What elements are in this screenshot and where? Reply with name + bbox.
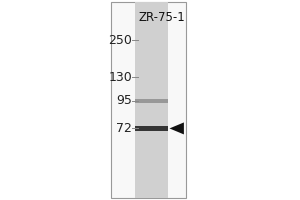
Text: 250: 250 xyxy=(108,34,132,47)
Text: ZR-75-1: ZR-75-1 xyxy=(139,11,185,24)
Text: 130: 130 xyxy=(108,71,132,84)
Polygon shape xyxy=(169,122,184,134)
Text: 72: 72 xyxy=(116,122,132,135)
Bar xyxy=(135,126,168,131)
Text: 95: 95 xyxy=(116,94,132,107)
Bar xyxy=(135,99,168,103)
Bar xyxy=(135,2,168,198)
Bar xyxy=(111,2,186,198)
